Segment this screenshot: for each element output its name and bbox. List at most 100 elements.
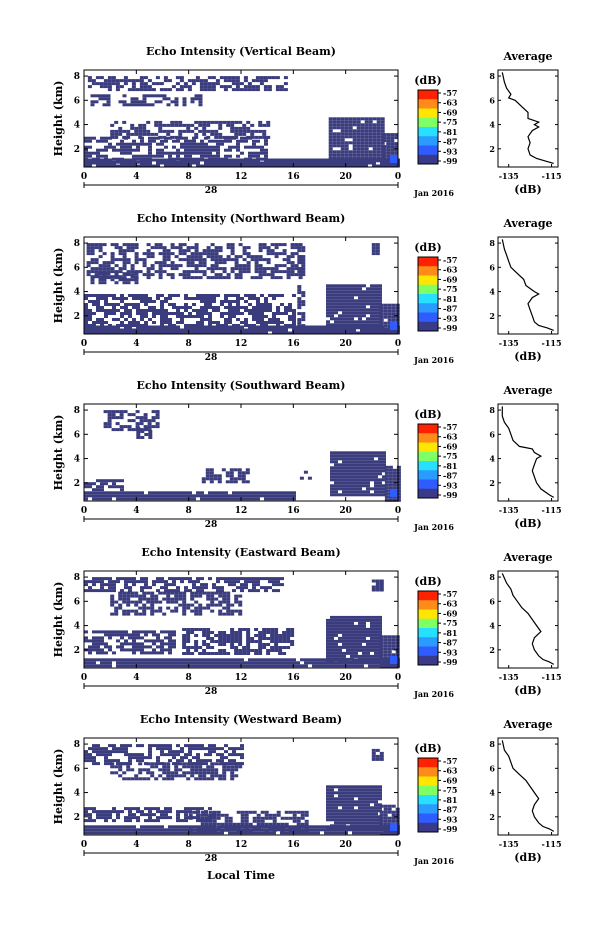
echo-cell xyxy=(224,325,228,329)
echo-cell xyxy=(104,583,108,587)
echo-cell xyxy=(378,454,382,458)
echo-cell xyxy=(236,825,240,829)
echo-cell xyxy=(254,261,259,265)
echo-cell xyxy=(130,275,135,279)
echo-cell xyxy=(202,258,207,262)
echo-cell xyxy=(92,136,96,140)
echo-cell xyxy=(264,822,269,826)
echo-cell xyxy=(184,491,188,495)
echo-cell xyxy=(144,494,148,498)
echo-cell xyxy=(256,580,260,584)
echo-cell xyxy=(366,478,370,482)
echo-cell xyxy=(252,816,257,820)
echo-cell xyxy=(86,249,91,253)
echo-cell xyxy=(144,331,148,335)
echo-cell xyxy=(383,303,388,307)
echo-cell xyxy=(346,326,350,330)
echo-cell xyxy=(238,643,243,646)
echo-cell xyxy=(266,652,271,655)
echo-cell xyxy=(342,305,346,309)
echo-cell xyxy=(228,306,232,309)
echo-cell xyxy=(394,145,399,149)
echo-cell xyxy=(264,813,269,817)
echo-cell xyxy=(130,278,135,282)
echo-cell xyxy=(260,810,265,814)
echo-cell xyxy=(220,586,224,590)
echo-cell xyxy=(178,591,183,595)
echo-cell xyxy=(294,264,299,268)
echo-cell xyxy=(344,156,349,160)
echo-cell xyxy=(202,591,207,595)
echo-cell xyxy=(328,141,333,145)
echo-cell xyxy=(232,145,236,149)
echo-cell xyxy=(128,151,132,155)
echo-cell xyxy=(386,136,391,140)
echo-cell xyxy=(120,331,124,335)
echo-cell xyxy=(166,594,171,598)
echo-cell xyxy=(210,255,215,259)
echo-cell xyxy=(195,79,200,83)
echo-cell xyxy=(234,652,239,655)
echo-cell xyxy=(198,276,203,280)
echo-cell xyxy=(136,648,140,652)
echo-cell xyxy=(222,634,227,637)
echo-cell xyxy=(108,580,112,584)
echo-cell xyxy=(224,577,228,581)
echo-cell xyxy=(88,158,92,162)
echo-cell xyxy=(232,759,236,763)
echo-cell xyxy=(92,639,96,643)
echo-cell xyxy=(218,126,223,130)
echo-cell xyxy=(111,416,116,420)
echo-cell xyxy=(140,661,144,665)
echo-cell xyxy=(120,164,124,168)
echo-cell xyxy=(360,135,365,139)
echo-cell xyxy=(388,486,393,490)
date-label: 28 xyxy=(205,687,218,697)
echo-cell xyxy=(232,577,236,581)
echo-cell xyxy=(104,753,108,757)
echo-cell xyxy=(196,325,200,329)
echo-cell xyxy=(88,151,92,155)
echo-cell xyxy=(224,491,228,495)
echo-cell xyxy=(391,303,396,307)
echo-cell xyxy=(112,331,116,335)
echo-cell xyxy=(342,320,346,324)
echo-cell xyxy=(122,771,127,775)
echo-cell xyxy=(362,302,366,306)
echo-cell xyxy=(300,822,305,826)
echo-cell xyxy=(174,768,179,772)
echo-cell xyxy=(258,120,263,124)
echo-cell xyxy=(178,246,183,250)
echo-cell xyxy=(148,158,152,162)
echo-cell xyxy=(384,468,389,472)
echo-cell xyxy=(390,148,395,152)
echo-cell xyxy=(152,321,156,324)
echo-cell xyxy=(270,249,275,253)
echo-cell xyxy=(354,645,358,649)
echo-cell xyxy=(142,129,147,133)
echo-cell xyxy=(280,494,284,498)
echo-cell xyxy=(256,161,260,165)
echo-cell xyxy=(88,309,92,312)
echo-cell xyxy=(216,294,220,297)
echo-cell xyxy=(146,252,151,256)
echo-cell xyxy=(240,589,244,593)
echo-cell xyxy=(280,303,284,306)
echo-cell xyxy=(360,141,365,145)
echo-cell xyxy=(308,328,312,332)
y-axis-label: Height (km) xyxy=(52,248,65,324)
colorbar-segment xyxy=(418,600,438,610)
echo-cell xyxy=(118,768,123,772)
echo-cell xyxy=(212,494,216,498)
echo-cell xyxy=(372,123,377,127)
echo-cell xyxy=(190,270,195,274)
echo-cell xyxy=(200,822,205,826)
echo-cell xyxy=(252,158,256,162)
echo-cell xyxy=(154,246,159,250)
echo-cell xyxy=(104,309,108,312)
echo-cell xyxy=(210,765,215,769)
echo-cell xyxy=(330,284,334,288)
echo-cell xyxy=(358,648,362,652)
echo-cell xyxy=(198,252,203,256)
echo-cell xyxy=(144,807,148,811)
